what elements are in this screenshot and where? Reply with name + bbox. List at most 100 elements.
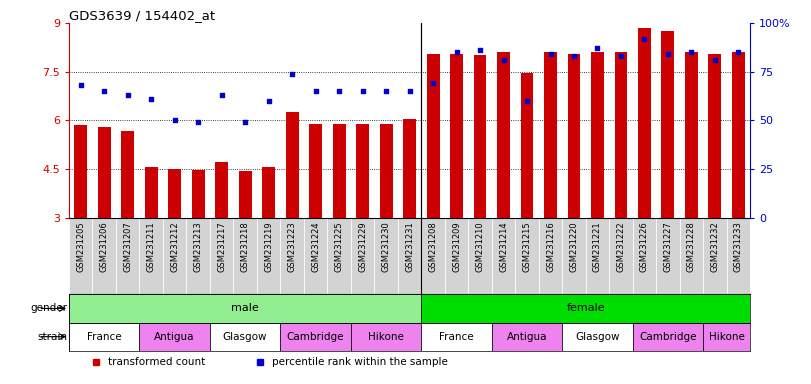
Text: GSM231230: GSM231230 — [381, 222, 391, 272]
FancyBboxPatch shape — [304, 218, 328, 295]
Bar — [450, 54, 463, 218]
Text: GSM231218: GSM231218 — [241, 222, 250, 272]
Point — [238, 119, 251, 125]
FancyBboxPatch shape — [421, 295, 762, 323]
Bar — [521, 73, 534, 218]
Point — [356, 88, 369, 94]
Text: GSM231207: GSM231207 — [123, 222, 132, 272]
Text: Cambridge: Cambridge — [639, 332, 697, 342]
FancyBboxPatch shape — [609, 218, 633, 295]
FancyBboxPatch shape — [257, 218, 281, 295]
Bar — [662, 31, 675, 218]
Text: Antigua: Antigua — [507, 332, 547, 342]
Text: GSM231222: GSM231222 — [616, 222, 625, 272]
Text: GSM231216: GSM231216 — [546, 222, 555, 272]
FancyBboxPatch shape — [234, 218, 257, 295]
Text: France: France — [440, 332, 474, 342]
Point — [427, 80, 440, 86]
Text: GSM231232: GSM231232 — [710, 222, 719, 272]
Text: strain: strain — [38, 332, 68, 342]
Text: GSM231227: GSM231227 — [663, 222, 672, 272]
Bar — [262, 167, 275, 218]
Text: GSM231215: GSM231215 — [522, 222, 531, 272]
Text: GSM231214: GSM231214 — [499, 222, 508, 272]
Point — [544, 51, 557, 57]
Point — [333, 88, 345, 94]
Text: GSM231213: GSM231213 — [194, 222, 203, 272]
Point — [403, 88, 416, 94]
FancyBboxPatch shape — [633, 323, 703, 351]
Text: GSM231224: GSM231224 — [311, 222, 320, 272]
Point — [380, 88, 393, 94]
Point — [121, 92, 134, 98]
FancyBboxPatch shape — [515, 218, 539, 295]
Point — [215, 92, 228, 98]
Point — [685, 49, 698, 55]
Bar — [591, 52, 604, 218]
Bar — [685, 52, 698, 218]
Text: female: female — [566, 303, 605, 313]
FancyBboxPatch shape — [281, 323, 351, 351]
Text: GSM231217: GSM231217 — [217, 222, 226, 272]
Text: GSM231225: GSM231225 — [335, 222, 344, 272]
FancyBboxPatch shape — [727, 218, 750, 295]
FancyBboxPatch shape — [703, 218, 727, 295]
Bar — [497, 52, 510, 218]
FancyBboxPatch shape — [187, 218, 210, 295]
Point — [709, 57, 722, 63]
FancyBboxPatch shape — [680, 218, 703, 295]
FancyBboxPatch shape — [656, 218, 680, 295]
FancyBboxPatch shape — [139, 218, 163, 295]
FancyBboxPatch shape — [421, 323, 491, 351]
Text: GDS3639 / 154402_at: GDS3639 / 154402_at — [69, 9, 215, 22]
Text: France: France — [87, 332, 122, 342]
Bar — [403, 119, 416, 218]
FancyBboxPatch shape — [210, 218, 234, 295]
Text: GSM231229: GSM231229 — [358, 222, 367, 272]
FancyBboxPatch shape — [633, 218, 656, 295]
Point — [74, 82, 87, 88]
Text: percentile rank within the sample: percentile rank within the sample — [272, 357, 448, 367]
FancyBboxPatch shape — [539, 218, 562, 295]
FancyBboxPatch shape — [210, 323, 281, 351]
FancyBboxPatch shape — [351, 323, 421, 351]
FancyBboxPatch shape — [468, 218, 491, 295]
FancyBboxPatch shape — [281, 218, 304, 295]
Point — [168, 117, 181, 123]
Text: GSM231226: GSM231226 — [640, 222, 649, 272]
Bar — [474, 55, 487, 218]
Text: Hikone: Hikone — [368, 332, 404, 342]
Bar — [333, 124, 345, 218]
Point — [591, 45, 604, 51]
Bar — [75, 125, 87, 218]
Point — [662, 51, 675, 57]
Point — [97, 88, 110, 94]
FancyBboxPatch shape — [444, 218, 468, 295]
FancyBboxPatch shape — [562, 323, 633, 351]
FancyBboxPatch shape — [351, 218, 375, 295]
Text: male: male — [231, 303, 259, 313]
Text: Hikone: Hikone — [709, 332, 744, 342]
Point — [309, 88, 322, 94]
Bar — [544, 52, 557, 218]
Text: GSM231211: GSM231211 — [147, 222, 156, 272]
FancyBboxPatch shape — [491, 218, 515, 295]
Text: Cambridge: Cambridge — [287, 332, 345, 342]
Text: GSM231212: GSM231212 — [170, 222, 179, 272]
Text: gender: gender — [31, 303, 68, 313]
Text: GSM231233: GSM231233 — [734, 222, 743, 272]
Bar — [215, 162, 228, 218]
Point — [497, 57, 510, 63]
FancyBboxPatch shape — [139, 323, 210, 351]
FancyBboxPatch shape — [586, 218, 609, 295]
Bar — [191, 170, 204, 218]
FancyBboxPatch shape — [421, 218, 444, 295]
Text: GSM231231: GSM231231 — [405, 222, 414, 272]
FancyBboxPatch shape — [163, 218, 187, 295]
Text: GSM231208: GSM231208 — [428, 222, 438, 272]
Bar — [309, 124, 322, 218]
FancyBboxPatch shape — [703, 323, 750, 351]
Text: GSM231228: GSM231228 — [687, 222, 696, 272]
Bar — [285, 112, 298, 218]
Text: GSM231205: GSM231205 — [76, 222, 85, 272]
